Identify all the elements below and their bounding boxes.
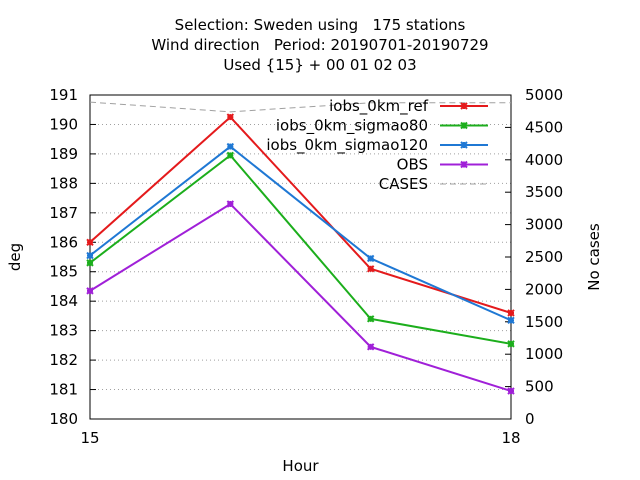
y2-tick-label-3000: 3000 xyxy=(525,216,563,234)
data-point-iobs_0km_ref-17 xyxy=(366,265,375,273)
legend-marker-OBS xyxy=(460,160,468,169)
data-point-iobs_0km_sigmao80-17 xyxy=(366,315,375,323)
data-point-iobs_0km_ref-17-stroke-3 xyxy=(366,265,375,273)
y-tick-label-188: 188 xyxy=(49,174,78,192)
data-point-iobs_0km_ref-18 xyxy=(507,309,515,317)
y2-tick-label-2500: 2500 xyxy=(525,248,563,266)
legend: iobs_0km_refiobs_0km_sigmao80iobs_0km_si… xyxy=(266,97,488,193)
legend-label-OBS: OBS xyxy=(397,156,428,174)
y-tick-label-184: 184 xyxy=(49,292,78,310)
data-point-iobs_0km_ref-15 xyxy=(86,238,94,246)
y-tick-label-187: 187 xyxy=(49,204,78,222)
data-point-iobs_0km_sigmao80-18 xyxy=(507,340,515,348)
data-point-iobs_0km_sigmao80-15 xyxy=(86,259,94,267)
data-point-iobs_0km_ref-18-stroke-3 xyxy=(507,309,515,317)
series-line-iobs_0km_ref xyxy=(89,115,512,314)
data-point-iobs_0km_sigmao80-18-stroke-3 xyxy=(507,340,515,348)
legend-label-iobs_0km_sigmao80: iobs_0km_sigmao80 xyxy=(276,117,428,136)
data-point-iobs_0km_sigmao80-16-stroke-3 xyxy=(226,151,235,160)
y-tick-label-185: 185 xyxy=(49,263,78,281)
data-point-OBS-18-stroke-3 xyxy=(507,387,515,395)
legend-marker-iobs_0km_sigmao120-stroke-3 xyxy=(460,141,468,149)
data-point-iobs_0km_sigmao120-15 xyxy=(86,251,94,260)
legend-marker-iobs_0km_sigmao120 xyxy=(460,141,468,149)
y-tick-label-180: 180 xyxy=(49,410,78,428)
y-tick-label-190: 190 xyxy=(49,115,78,133)
series-line-iobs_0km_sigmao80 xyxy=(89,154,512,345)
data-point-iobs_0km_sigmao120-18-stroke-3 xyxy=(507,316,515,325)
data-point-OBS-16 xyxy=(226,200,235,208)
data-point-iobs_0km_sigmao80-16 xyxy=(226,151,235,160)
y2-tick-label-500: 500 xyxy=(525,378,554,396)
y2-axis-label: No cases xyxy=(585,223,603,291)
data-point-iobs_0km_ref-16 xyxy=(226,113,235,121)
y-tick-label-182: 182 xyxy=(49,351,78,369)
y-tick-label-191: 191 xyxy=(49,86,78,104)
axes: 180 181 182 183 184 185 186 187 188 189 190 191 0 500… xyxy=(49,86,563,447)
y2-tick-label-2000: 2000 xyxy=(525,280,563,298)
legend-label-CASES: CASES xyxy=(379,175,428,193)
y2-tick-label-4500: 4500 xyxy=(525,118,563,136)
x-tick-label-18: 18 xyxy=(501,429,520,447)
y2-tick-label-4000: 4000 xyxy=(525,151,563,169)
legend-label-iobs_0km_ref: iobs_0km_ref xyxy=(329,97,429,116)
y-tick-label-181: 181 xyxy=(49,381,78,399)
legend-marker-iobs_0km_ref xyxy=(460,102,468,110)
x-axis-label: Hour xyxy=(282,457,319,475)
y2-tick-label-5000: 5000 xyxy=(525,86,563,104)
x-tick-label-15: 15 xyxy=(80,429,99,447)
legend-marker-OBS-stroke-3 xyxy=(460,160,468,169)
legend-marker-iobs_0km_sigmao80-stroke-3 xyxy=(460,121,468,130)
legend-marker-iobs_0km_sigmao80 xyxy=(460,121,468,130)
y2-tick-label-3500: 3500 xyxy=(525,183,563,201)
data-point-OBS-18 xyxy=(507,387,515,395)
y-axis-label: deg xyxy=(6,243,24,271)
y-tick-label-186: 186 xyxy=(49,233,78,251)
data-point-OBS-17-stroke-3 xyxy=(366,343,375,351)
data-point-iobs_0km_sigmao120-18 xyxy=(507,316,515,325)
data-point-iobs_0km_sigmao80-15-stroke-3 xyxy=(86,259,94,267)
y2-tick-label-1500: 1500 xyxy=(525,313,563,331)
series-line-OBS xyxy=(89,202,512,392)
y2-tick-label-1000: 1000 xyxy=(525,345,563,363)
data-point-iobs_0km_ref-15-stroke-3 xyxy=(86,238,94,246)
y2-tick-label-0: 0 xyxy=(525,410,535,428)
chart-title-line-2: Wind direction Period: 20190701-20190729 xyxy=(151,36,489,54)
chart-title-line-1: Selection: Sweden using 175 stations xyxy=(174,16,466,34)
legend-marker-iobs_0km_ref-stroke-3 xyxy=(460,102,468,110)
data-point-OBS-15-stroke-3 xyxy=(86,287,94,295)
data-point-OBS-17 xyxy=(366,343,375,351)
series-line-CASES xyxy=(89,101,511,113)
data-point-OBS-16-stroke-3 xyxy=(226,200,235,208)
data-point-iobs_0km_sigmao120-16-stroke-3 xyxy=(226,142,235,151)
series-line-iobs_0km_sigmao120 xyxy=(89,145,512,322)
chart-title-line-3: Used {15} + 00 01 02 03 xyxy=(223,56,417,74)
data-point-iobs_0km_sigmao120-16 xyxy=(226,142,235,151)
y-tick-label-189: 189 xyxy=(49,145,78,163)
data-point-iobs_0km_sigmao80-17-stroke-3 xyxy=(366,315,375,323)
data-point-iobs_0km_sigmao120-17-stroke-3 xyxy=(366,254,375,263)
data-point-iobs_0km_sigmao120-15-stroke-3 xyxy=(86,251,94,260)
data-point-OBS-15 xyxy=(86,287,94,295)
y-tick-label-183: 183 xyxy=(49,322,78,340)
data-point-iobs_0km_sigmao120-17 xyxy=(366,254,375,263)
data-point-iobs_0km_ref-16-stroke-3 xyxy=(226,113,235,121)
data-series xyxy=(86,101,515,395)
legend-label-iobs_0km_sigmao120: iobs_0km_sigmao120 xyxy=(266,136,428,155)
